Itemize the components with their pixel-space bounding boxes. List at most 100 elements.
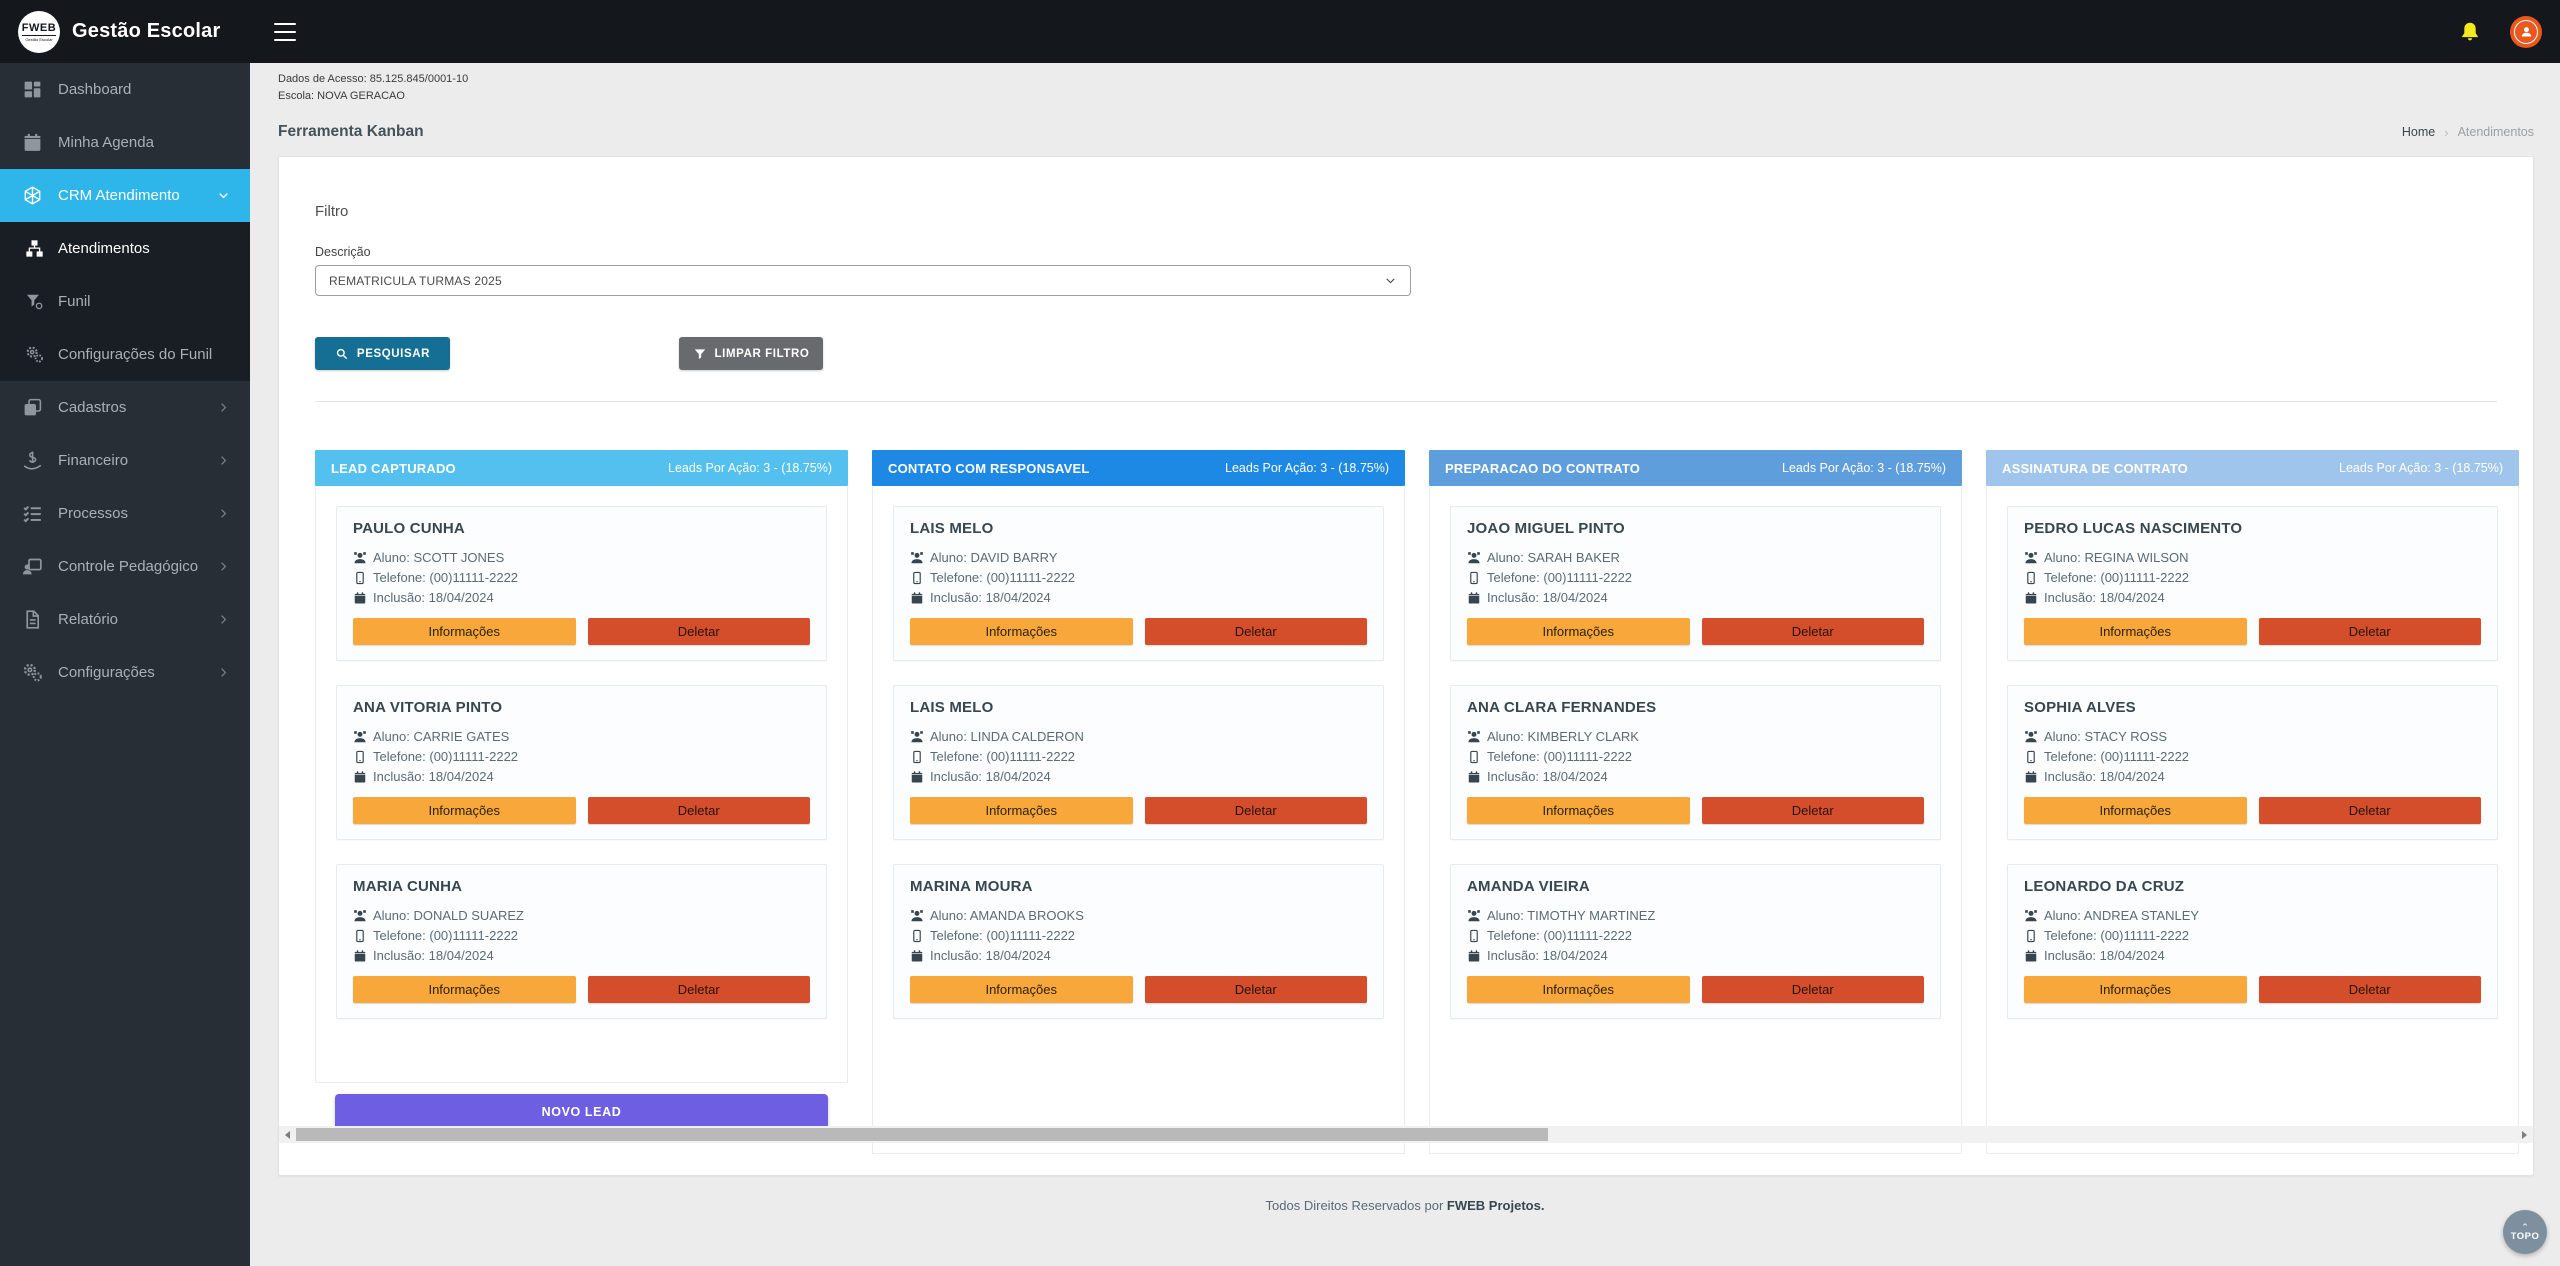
footer-brand-link[interactable]: FWEB Projetos. bbox=[1446, 1198, 1545, 1213]
lead-created-row: Inclusão: 18/04/2024 bbox=[1467, 946, 1924, 966]
student-icon bbox=[353, 909, 367, 923]
lead-card[interactable]: PEDRO LUCAS NASCIMENTO Aluno: REGINA WIL… bbox=[2007, 506, 2498, 661]
deletar-button[interactable]: Deletar bbox=[587, 797, 810, 824]
deletar-button[interactable]: Deletar bbox=[587, 618, 810, 645]
deletar-button[interactable]: Deletar bbox=[2258, 797, 2481, 824]
brand-logo: FWEB Gestão Escolar Gestão Escolar bbox=[0, 0, 250, 63]
lead-card[interactable]: MARINA MOURA Aluno: AMANDA BROOKS Telefo… bbox=[893, 864, 1384, 1019]
relatorio-icon bbox=[22, 609, 43, 630]
sidebar: Dashboard Minha Agenda CRM Atendimento A… bbox=[0, 63, 250, 1266]
kanban-column-stats: Leads Por Ação: 3 - (18.75%) bbox=[2339, 461, 2503, 475]
informacoes-button[interactable]: Informações bbox=[2024, 797, 2247, 824]
lead-card-actions: Informações Deletar bbox=[1467, 797, 1924, 824]
sidebar-item-atendimentos[interactable]: Atendimentos bbox=[0, 222, 250, 275]
phone-icon bbox=[353, 929, 367, 943]
lead-card[interactable]: ANA VITORIA PINTO Aluno: CARRIE GATES Te… bbox=[336, 685, 827, 840]
informacoes-button[interactable]: Informações bbox=[353, 618, 576, 645]
lead-phone-row: Telefone: (00)11111-2222 bbox=[2024, 747, 2481, 767]
deletar-button[interactable]: Deletar bbox=[2258, 976, 2481, 1003]
lead-name: SOPHIA ALVES bbox=[2024, 699, 2136, 716]
lead-phone-row: Telefone: (00)11111-2222 bbox=[910, 568, 1367, 588]
deletar-button[interactable]: Deletar bbox=[1144, 976, 1367, 1003]
lead-card[interactable]: SOPHIA ALVES Aluno: STACY ROSS Telefone:… bbox=[2007, 685, 2498, 840]
novo-lead-button[interactable]: NOVO LEAD bbox=[335, 1094, 828, 1130]
kanban-column-stats: Leads Por Ação: 3 - (18.75%) bbox=[1782, 461, 1946, 475]
lead-card[interactable]: AMANDA VIEIRA Aluno: TIMOTHY MARTINEZ Te… bbox=[1450, 864, 1941, 1019]
lead-card[interactable]: LAIS MELO Aluno: DAVID BARRY Telefone: (… bbox=[893, 506, 1384, 661]
calendar-small-icon bbox=[910, 949, 924, 963]
sidebar-item-crm-atendimento[interactable]: CRM Atendimento bbox=[0, 169, 250, 222]
sidebar-item-financeiro[interactable]: Financeiro bbox=[0, 434, 250, 487]
informacoes-button[interactable]: Informações bbox=[353, 976, 576, 1003]
lead-card[interactable]: LEONARDO DA CRUZ Aluno: ANDREA STANLEY T… bbox=[2007, 864, 2498, 1019]
sidebar-item-processos[interactable]: Processos bbox=[0, 487, 250, 540]
search-button[interactable]: PESQUISAR bbox=[315, 337, 450, 370]
informacoes-button[interactable]: Informações bbox=[910, 976, 1133, 1003]
deletar-button[interactable]: Deletar bbox=[1144, 797, 1367, 824]
deletar-button[interactable]: Deletar bbox=[2258, 618, 2481, 645]
informacoes-button[interactable]: Informações bbox=[1467, 797, 1690, 824]
sidebar-item-configuracoes[interactable]: Configurações bbox=[0, 646, 250, 699]
lead-name: ANA CLARA FERNANDES bbox=[1467, 699, 1657, 716]
lead-phone-row: Telefone: (00)11111-2222 bbox=[1467, 926, 1924, 946]
scroll-right-arrow-icon[interactable] bbox=[2516, 1126, 2533, 1143]
informacoes-button[interactable]: Informações bbox=[353, 797, 576, 824]
deletar-button[interactable]: Deletar bbox=[1701, 797, 1924, 824]
lead-name: JOAO MIGUEL PINTO bbox=[1467, 520, 1625, 537]
sidebar-item-controle-pedagogico[interactable]: Controle Pedagógico bbox=[0, 540, 250, 593]
deletar-button[interactable]: Deletar bbox=[1144, 618, 1367, 645]
kanban-column-title: CONTATO COM RESPONSAVEL bbox=[888, 460, 1090, 476]
scroll-left-arrow-icon[interactable] bbox=[279, 1126, 296, 1143]
phone-icon bbox=[353, 750, 367, 764]
deletar-button[interactable]: Deletar bbox=[1701, 618, 1924, 645]
phone-icon bbox=[1467, 750, 1481, 764]
chevron-right-icon bbox=[217, 401, 230, 414]
lead-card[interactable]: ANA CLARA FERNANDES Aluno: KIMBERLY CLAR… bbox=[1450, 685, 1941, 840]
sidebar-item-cadastros[interactable]: Cadastros bbox=[0, 381, 250, 434]
informacoes-button[interactable]: Informações bbox=[2024, 976, 2247, 1003]
scroll-to-top-button[interactable]: ⌃ TOPO bbox=[2503, 1210, 2547, 1254]
sidebar-item-configuracoes-do-funil[interactable]: Configurações do Funil bbox=[0, 328, 250, 381]
sidebar-item-relatorio[interactable]: Relatório bbox=[0, 593, 250, 646]
calendar-icon bbox=[22, 132, 43, 153]
lead-card[interactable]: PAULO CUNHA Aluno: SCOTT JONES Telefone:… bbox=[336, 506, 827, 661]
lead-card[interactable]: JOAO MIGUEL PINTO Aluno: SARAH BAKER Tel… bbox=[1450, 506, 1941, 661]
kanban-column: CONTATO COM RESPONSAVEL Leads Por Ação: … bbox=[872, 450, 1405, 1154]
sidebar-item-minha-agenda[interactable]: Minha Agenda bbox=[0, 116, 250, 169]
lead-card-actions: Informações Deletar bbox=[910, 618, 1367, 645]
informacoes-button[interactable]: Informações bbox=[910, 797, 1133, 824]
crm-icon bbox=[22, 185, 43, 206]
student-icon bbox=[1467, 551, 1481, 565]
deletar-button[interactable]: Deletar bbox=[1701, 976, 1924, 1003]
informacoes-button[interactable]: Informações bbox=[2024, 618, 2247, 645]
phone-icon bbox=[910, 571, 924, 585]
sidebar-item-label: Configurações do Funil bbox=[58, 346, 213, 363]
sidebar-item-funil[interactable]: Funil bbox=[0, 275, 250, 328]
gears-icon bbox=[25, 345, 44, 364]
lead-card-actions: Informações Deletar bbox=[353, 618, 810, 645]
breadcrumb-home-link[interactable]: Home bbox=[2401, 125, 2436, 139]
lead-card-actions: Informações Deletar bbox=[910, 797, 1367, 824]
lead-card[interactable]: MARIA CUNHA Aluno: DONALD SUAREZ Telefon… bbox=[336, 864, 827, 1019]
user-avatar[interactable] bbox=[2510, 15, 2542, 48]
clear-filter-button[interactable]: LIMPAR FILTRO bbox=[679, 337, 823, 370]
deletar-button[interactable]: Deletar bbox=[587, 976, 810, 1003]
description-field-label: Descrição bbox=[315, 245, 371, 259]
chevron-right-icon bbox=[217, 454, 230, 467]
scrollbar-thumb[interactable] bbox=[296, 1128, 1548, 1141]
lead-student-row: Aluno: SCOTT JONES bbox=[353, 548, 810, 568]
lead-card[interactable]: LAIS MELO Aluno: LINDA CALDERON Telefone… bbox=[893, 685, 1384, 840]
filter-funnel-icon bbox=[693, 347, 707, 361]
calendar-small-icon bbox=[2024, 591, 2038, 605]
dashboard-icon bbox=[22, 79, 43, 100]
informacoes-button[interactable]: Informações bbox=[910, 618, 1133, 645]
student-icon bbox=[2024, 909, 2038, 923]
informacoes-button[interactable]: Informações bbox=[1467, 618, 1690, 645]
kanban-board: LEAD CAPTURADO Leads Por Ação: 3 - (18.7… bbox=[315, 450, 2519, 1154]
informacoes-button[interactable]: Informações bbox=[1467, 976, 1690, 1003]
horizontal-scrollbar[interactable] bbox=[279, 1126, 2533, 1143]
description-select[interactable]: REMATRICULA TURMAS 2025 bbox=[315, 265, 1411, 296]
menu-toggle-icon[interactable] bbox=[274, 22, 296, 41]
sidebar-item-dashboard[interactable]: Dashboard bbox=[0, 63, 250, 116]
notifications-bell-icon[interactable] bbox=[2458, 20, 2482, 44]
